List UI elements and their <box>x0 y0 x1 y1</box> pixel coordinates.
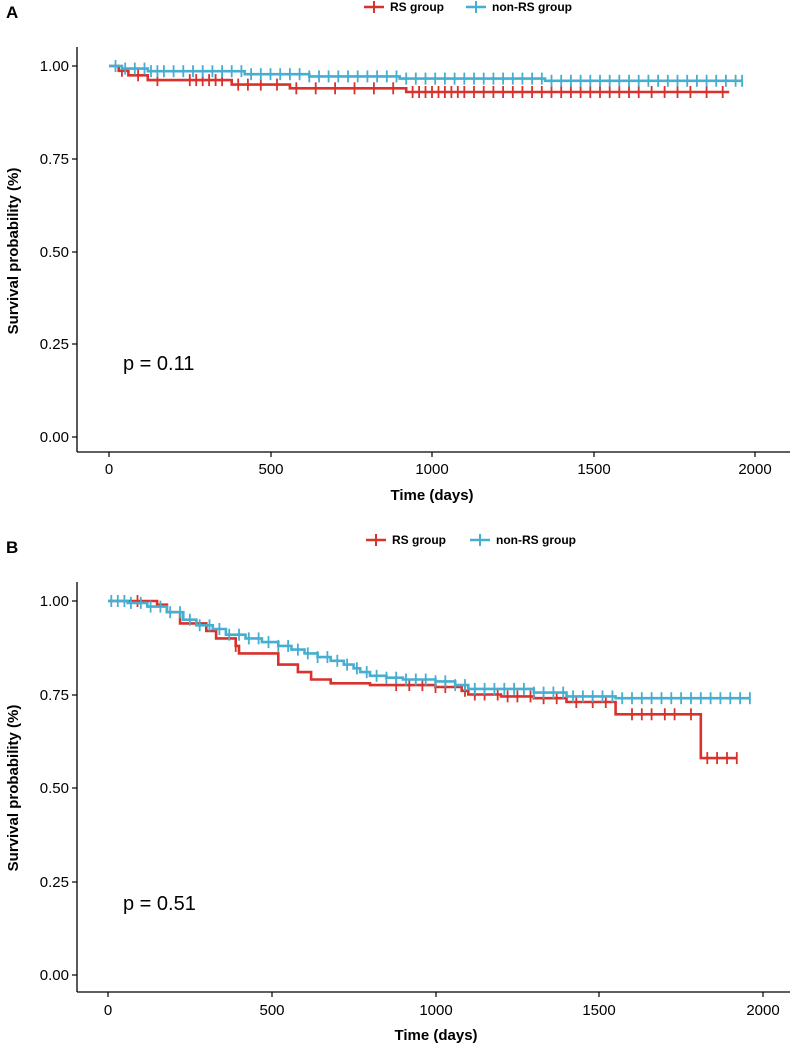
panel-b-legend: RS group non-RS group <box>366 533 576 547</box>
legend-a-rs-label: RS group <box>390 0 444 14</box>
panel-a: A RS group non-RS group 1.00 0.75 0.50 0… <box>5 0 790 504</box>
panel-b-ytick-label: 0.00 <box>40 967 69 984</box>
panel-b-xtick-label: 1000 <box>419 1002 452 1019</box>
panel-a-ytick-label: 0.50 <box>40 244 69 261</box>
panel-a-xtick-label: 0 <box>105 461 113 478</box>
panel-b-xtick-label: 500 <box>259 1002 284 1019</box>
panel-b-xtick-label: 1500 <box>582 1002 615 1019</box>
panel-a-xtick-label: 1000 <box>415 461 448 478</box>
panel-b-ytick-label: 1.00 <box>40 593 69 610</box>
panel-a-plot-area <box>109 60 743 98</box>
panel-b-p-value: p = 0.51 <box>123 893 196 915</box>
panel-a-xtick-label: 500 <box>258 461 283 478</box>
panel-a-xtick-label: 2000 <box>738 461 771 478</box>
panel-b-y-ticks: 1.00 0.75 0.50 0.25 0.00 <box>40 593 77 984</box>
panel-a-ytick-label: 1.00 <box>40 58 69 75</box>
panel-a-p-value: p = 0.11 <box>123 353 194 375</box>
panel-b-ytick-label: 0.75 <box>40 687 69 704</box>
legend-b-rs-label: RS group <box>392 533 446 547</box>
panel-b-x-ticks: 0 500 1000 1500 2000 <box>104 992 780 1019</box>
panel-a-y-axis-title: Survival probability (%) <box>5 168 22 335</box>
panel-b-plot-area <box>108 595 751 765</box>
panel-a-ytick-label: 0.75 <box>40 151 69 168</box>
panel-b-x-axis-title: Time (days) <box>394 1027 477 1044</box>
legend-a-nonrs-label: non-RS group <box>492 0 572 14</box>
legend-b-nonrs-label: non-RS group <box>496 533 576 547</box>
panel-b-label: B <box>6 538 18 557</box>
panel-b-xtick-label: 2000 <box>746 1002 779 1019</box>
panel-b-ytick-label: 0.50 <box>40 780 69 797</box>
panel-b-ytick-label: 0.25 <box>40 874 69 891</box>
panel-b-non-rs-group-survival-curve <box>108 599 750 700</box>
panel-a-label: A <box>6 3 18 22</box>
panel-a-y-ticks: 1.00 0.75 0.50 0.25 0.00 <box>40 58 77 446</box>
panel-a-legend: RS group non-RS group <box>364 0 572 14</box>
panel-a-x-axis-title: Time (days) <box>390 487 473 504</box>
panel-b-xtick-label: 0 <box>104 1002 112 1019</box>
panel-a-ytick-label: 0.00 <box>40 429 69 446</box>
panel-b-y-axis-title: Survival probability (%) <box>5 705 22 872</box>
panel-a-xtick-label: 1500 <box>577 461 610 478</box>
panel-a-x-ticks: 0 500 1000 1500 2000 <box>105 452 772 478</box>
panel-b: B RS group non-RS group 1.00 0.75 0.50 0… <box>5 533 790 1044</box>
panel-a-ytick-label: 0.25 <box>40 336 69 353</box>
panel-a-non-rs-group-survival-curve <box>109 64 743 83</box>
